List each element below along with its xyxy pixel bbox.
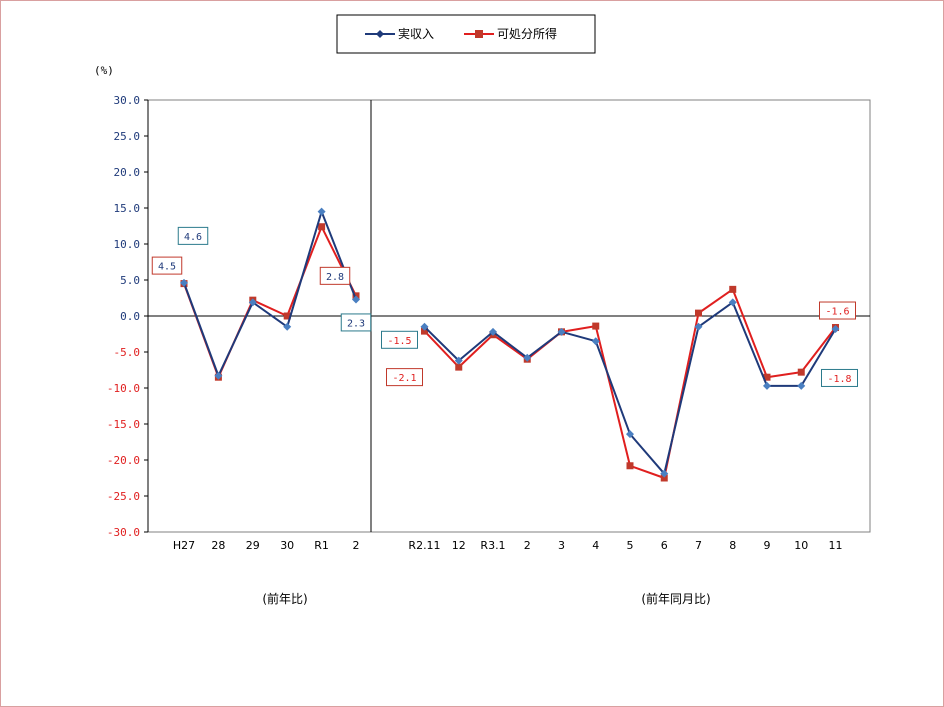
legend-label-disposable-income: 可処分所得 <box>497 26 557 41</box>
data-label: -1.6 <box>825 307 849 318</box>
data-label-box <box>177 226 209 245</box>
data-point-real-income <box>557 327 566 336</box>
data-label: 2.8 <box>326 272 344 283</box>
data-point-real-income <box>352 295 360 304</box>
data-label-box <box>821 368 858 387</box>
x-tick-label: 5 <box>627 539 634 552</box>
x-tick-label: 30 <box>280 539 294 552</box>
legend: 実収入 可処分所得 <box>336 14 596 54</box>
data-label-box <box>381 330 418 349</box>
x-tick-label: 28 <box>211 539 225 552</box>
series-line-real-income <box>423 301 837 475</box>
y-tick-label: -30.0 <box>107 526 140 539</box>
y-tick-label: -15.0 <box>107 418 140 431</box>
data-label-box <box>386 368 423 387</box>
y-tick-label: 25.0 <box>114 130 141 143</box>
data-label: -1.8 <box>827 374 851 385</box>
y-tick-label: 30.0 <box>114 94 141 107</box>
x-tick-label: 7 <box>695 539 702 552</box>
data-label: 4.5 <box>158 262 176 273</box>
data-point-real-income <box>317 207 326 216</box>
x-tick-label: 11 <box>829 539 843 552</box>
data-point-real-income <box>523 353 532 362</box>
series-line-disposable-income <box>423 288 837 479</box>
data-point-disposable-income <box>455 363 463 371</box>
data-point-real-income <box>728 298 737 307</box>
data-label: 4.6 <box>184 232 202 243</box>
x-tick-label: 12 <box>452 539 466 552</box>
data-label: 2.3 <box>347 318 365 329</box>
data-point-real-income <box>626 430 634 439</box>
data-point-real-income <box>660 469 669 478</box>
data-label-box <box>819 301 856 320</box>
x-tick-label: 2 <box>353 539 360 552</box>
y-tick-label: 10.0 <box>114 238 141 251</box>
data-point-disposable-income <box>695 309 702 317</box>
data-point-disposable-income <box>797 368 805 376</box>
data-point-disposable-income <box>660 474 668 482</box>
series-line-real-income <box>183 210 357 377</box>
y-tick-label: -20.0 <box>107 454 140 467</box>
data-point-real-income <box>797 381 806 390</box>
y-tick-label: 5.0 <box>120 274 140 287</box>
y-tick-label: 15.0 <box>114 202 141 215</box>
data-label: -2.1 <box>392 373 416 384</box>
data-point-disposable-income <box>283 312 291 320</box>
x-tick-label: R1 <box>314 539 329 552</box>
y-tick-label: -25.0 <box>107 490 140 503</box>
data-point-real-income <box>283 322 292 331</box>
data-point-real-income <box>831 324 840 333</box>
x-tick-label: 3 <box>558 539 565 552</box>
data-label: -1.5 <box>387 336 411 347</box>
legend-marker-disposable-income <box>475 30 483 38</box>
data-point-disposable-income <box>763 373 771 381</box>
x-tick-label: 6 <box>661 539 668 552</box>
data-point-real-income <box>180 278 188 287</box>
data-point-real-income <box>489 327 497 336</box>
data-point-disposable-income <box>421 327 428 335</box>
data-point-real-income <box>591 337 600 346</box>
data-label-box <box>340 313 372 332</box>
data-point-disposable-income <box>729 285 737 293</box>
y-tick-label: -10.0 <box>107 382 140 395</box>
y-tick-label: -5.0 <box>114 346 141 359</box>
data-point-real-income <box>248 298 257 307</box>
x-tick-label: R3.1 <box>480 539 505 552</box>
x-tick-label: 10 <box>794 539 808 552</box>
x-tick-label: R2.11 <box>408 539 440 552</box>
data-point-real-income <box>214 371 223 380</box>
data-point-real-income <box>420 322 429 331</box>
section-caption: (前年比) <box>262 591 307 606</box>
legend-label-real-income: 実収入 <box>398 26 434 41</box>
data-point-disposable-income <box>626 462 634 470</box>
plot-area: 30.0 25.0 20.0 15.0 10.0 5.0 0.0 -5.0 -10.0 -15.0… <box>107 94 871 606</box>
legend-marker-real-income <box>376 30 384 38</box>
unit-label: (%) <box>94 64 114 77</box>
x-tick-label: 8 <box>729 539 736 552</box>
x-tick-label: 4 <box>592 539 599 552</box>
data-point-disposable-income <box>592 322 600 330</box>
data-point-real-income <box>763 381 771 390</box>
x-tick-label: 2 <box>524 539 531 552</box>
y-tick-label: 20.0 <box>114 166 141 179</box>
data-point-real-income <box>694 322 703 331</box>
section-caption: (前年同月比) <box>641 591 710 606</box>
x-tick-label: 9 <box>764 539 771 552</box>
x-tick-label: H27 <box>173 539 195 552</box>
data-label-box <box>151 256 183 275</box>
data-point-real-income <box>454 356 463 365</box>
data-label-box <box>319 266 351 285</box>
x-tick-label: 29 <box>246 539 260 552</box>
y-tick-label: 0.0 <box>120 310 140 323</box>
data-point-disposable-income <box>318 223 326 231</box>
